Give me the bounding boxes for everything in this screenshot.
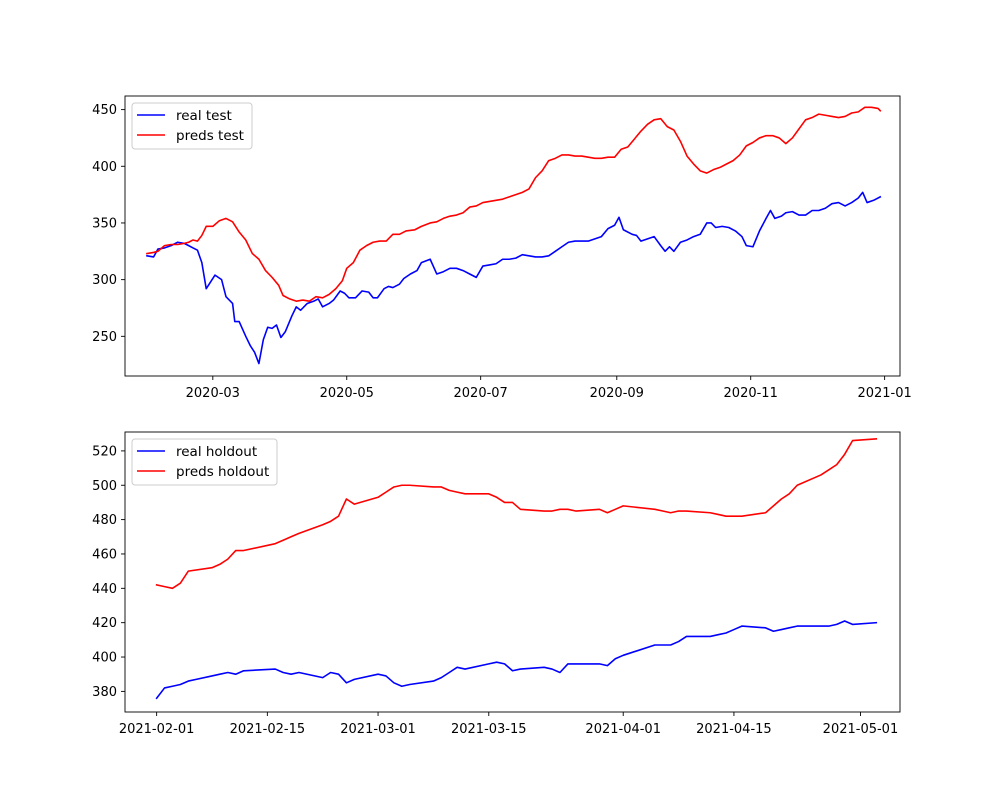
y-tick-label: 500 [92,479,117,494]
x-tick-label: 2020-07 [454,386,508,401]
y-tick-label: 350 [92,216,117,231]
chart-test: 2020-03 2020-05 2020-07 2020-09 2020-11 2021-… [92,95,912,401]
axes-frame [124,95,901,377]
y-tick-label: 380 [92,685,117,700]
y-tick-label: 400 [92,651,117,666]
x-tick-label: 2021-05-01 [823,722,899,737]
series-line-real-test [146,191,882,365]
y-tick-label: 480 [92,513,117,528]
y-tick-label: 420 [92,616,117,631]
x-tick-label: 2021-02-01 [119,722,195,737]
x-tick-label: 2021-04-15 [696,722,772,737]
y-tick-label: 450 [92,103,117,118]
legend-label: real test [176,108,232,124]
y-tick-label: 460 [92,547,117,562]
legend-label: preds test [176,128,244,144]
y-tick-label: 300 [92,273,117,288]
x-tick-label: 2021-04-01 [585,722,661,737]
legend: real holdout preds holdout [131,438,278,486]
x-tick-label: 2021-03-01 [340,722,416,737]
y-tick-label: 400 [92,160,117,175]
series-line-real-holdout [155,620,878,700]
legend-label: preds holdout [176,464,269,480]
series-line-preds-holdout [155,438,878,590]
series-line-preds-test [146,106,882,302]
legend-box [131,438,278,486]
x-tick-label: 2021-03-15 [451,722,527,737]
x-tick-label: 2020-05 [320,386,374,401]
y-tick-label: 250 [92,330,117,345]
x-tick-label: 2021-02-15 [230,722,306,737]
x-tick-label: 2020-09 [590,386,644,401]
y-tick-label: 440 [92,582,117,597]
legend: real test preds test [131,102,253,150]
axes-frame [124,431,901,713]
legend-label: real holdout [176,444,257,460]
x-tick-label: 2020-03 [186,386,240,401]
x-tick-label: 2020-11 [724,386,778,401]
x-tick-label: 2021-01 [857,386,911,401]
y-tick-label: 520 [92,444,117,459]
chart-holdout: 2021-02-01 2021-02-15 2021-03-01 2021-03-15… [92,431,901,737]
